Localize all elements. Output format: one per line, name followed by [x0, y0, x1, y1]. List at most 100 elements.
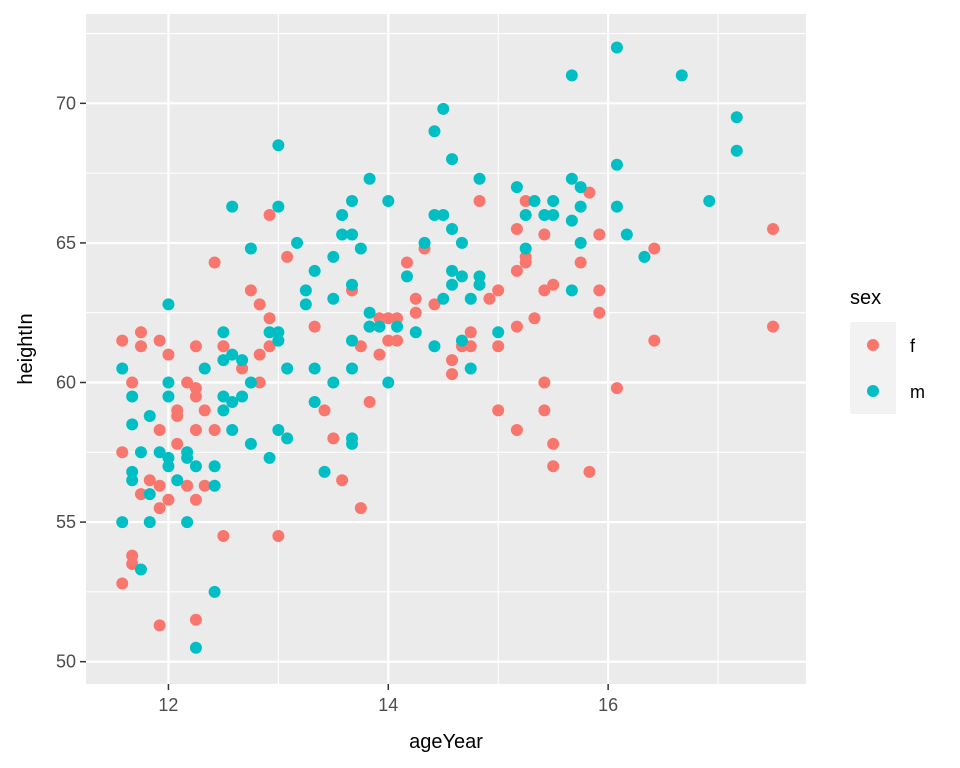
major-gridlines	[86, 14, 806, 684]
data-point-m	[382, 376, 395, 389]
data-point-f	[382, 334, 395, 347]
data-point-m	[244, 437, 257, 450]
data-point-m	[263, 326, 276, 339]
data-point-f	[446, 368, 459, 381]
data-point-f	[153, 619, 166, 632]
data-point-m	[272, 334, 285, 347]
data-point-m	[610, 158, 623, 171]
data-point-f	[126, 557, 139, 570]
data-point-m	[162, 390, 175, 403]
data-point-m	[143, 410, 156, 422]
data-point-m	[189, 641, 202, 654]
data-point-m	[272, 200, 285, 213]
data-point-m	[620, 228, 633, 241]
data-point-m	[409, 326, 422, 339]
data-point-f	[648, 242, 661, 255]
data-point-f	[126, 376, 139, 389]
data-point-f	[574, 256, 587, 269]
data-point-m	[400, 270, 413, 283]
data-point-m	[455, 270, 468, 283]
data-point-m	[730, 111, 743, 124]
data-point-f	[189, 423, 202, 436]
data-point-f	[391, 312, 404, 325]
data-point-m	[354, 242, 367, 255]
data-point-m	[346, 437, 359, 450]
data-point-f	[391, 334, 404, 347]
data-point-m	[547, 209, 560, 221]
data-point-m	[327, 292, 340, 305]
data-point-f	[181, 376, 194, 389]
data-point-f	[528, 312, 541, 325]
data-point-f	[354, 502, 367, 515]
data-point-f	[354, 340, 367, 353]
data-point-m	[336, 228, 349, 241]
data-point-f	[510, 264, 523, 277]
data-point-m	[327, 376, 340, 389]
data-point-m	[226, 348, 239, 361]
data-point-m	[226, 396, 239, 409]
data-point-m	[519, 242, 532, 255]
data-point-m	[346, 278, 359, 291]
data-point-m	[281, 432, 294, 445]
data-point-m	[565, 172, 578, 185]
data-point-f	[610, 382, 623, 395]
y-tick-label: 50	[56, 652, 76, 672]
data-point-m	[574, 181, 587, 194]
data-point-m	[308, 362, 321, 375]
data-point-f	[134, 488, 147, 501]
data-point-m	[492, 326, 505, 339]
data-point-f	[409, 306, 422, 319]
data-point-m	[208, 460, 221, 473]
data-point-f	[538, 376, 551, 389]
data-point-f	[126, 549, 139, 562]
data-point-m	[162, 451, 175, 464]
data-point-m	[574, 236, 587, 249]
data-point-m	[391, 320, 404, 333]
data-point-f	[244, 284, 257, 297]
data-point-m	[308, 264, 321, 277]
data-point-f	[363, 396, 376, 409]
data-point-m	[327, 250, 340, 263]
data-point-m	[116, 516, 129, 529]
data-point-f	[134, 340, 147, 353]
data-point-m	[143, 488, 156, 501]
data-point-m	[126, 474, 139, 487]
data-point-f	[318, 404, 331, 417]
data-point-f	[492, 404, 505, 417]
x-tick-label: 16	[598, 695, 618, 715]
legend-label-m: m	[910, 382, 925, 402]
data-point-m	[299, 298, 312, 311]
data-point-m	[446, 153, 459, 166]
data-point-f	[189, 382, 202, 395]
data-point-f	[492, 340, 505, 353]
data-point-f	[373, 312, 386, 325]
data-point-m	[134, 563, 147, 576]
data-point-m	[437, 102, 450, 115]
data-point-m	[346, 362, 359, 375]
y-tick-label: 55	[56, 512, 76, 532]
data-point-f	[519, 195, 532, 208]
data-point-m	[217, 404, 230, 417]
data-point-m	[675, 69, 688, 82]
data-point-f	[263, 209, 276, 221]
data-point-f	[134, 326, 147, 339]
data-point-m	[171, 474, 184, 487]
data-point-m	[226, 423, 239, 436]
data-point-m	[126, 390, 139, 403]
data-point-m	[565, 214, 578, 227]
data-point-m	[346, 334, 359, 347]
plot-panel	[86, 14, 806, 684]
data-point-m	[428, 340, 441, 353]
data-point-m	[126, 418, 139, 431]
data-point-m	[373, 320, 386, 333]
data-point-f	[336, 474, 349, 487]
y-axis-title: heightIn	[15, 313, 37, 384]
y-axis: 50 55 60 65 70	[56, 93, 86, 672]
data-point-m	[638, 250, 651, 263]
data-point-f	[153, 423, 166, 436]
data-point-m	[446, 278, 459, 291]
data-point-f	[428, 298, 441, 311]
data-point-f	[181, 479, 194, 492]
data-point-m	[473, 270, 486, 283]
